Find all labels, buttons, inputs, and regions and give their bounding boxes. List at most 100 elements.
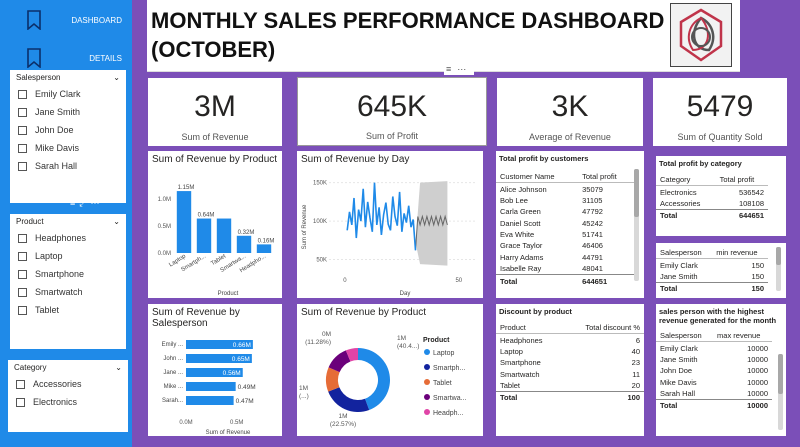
legend-marker [424, 364, 430, 370]
cell: 10000 [747, 366, 768, 376]
profit-by-customer-table: Customer Name Total profit Alice Johnson 3… [496, 171, 634, 287]
slicer-option[interactable]: Headphones [10, 229, 126, 247]
column-header[interactable]: min revenue [712, 247, 768, 260]
forecast-line [415, 214, 448, 251]
checkbox[interactable] [18, 143, 27, 153]
checkbox[interactable] [18, 125, 27, 135]
slicer-option[interactable]: Smartwatch [10, 283, 126, 301]
column-header[interactable]: Total discount % [562, 322, 644, 335]
y-tick-label: 150K [313, 181, 327, 187]
option-label: Jane Smith [35, 107, 81, 117]
chevron-down-icon[interactable]: ⌄ [113, 73, 120, 82]
table-row: Headphones 6 [496, 334, 644, 346]
column-header[interactable]: Total profit [715, 174, 768, 187]
column-header[interactable]: Customer Name [496, 171, 579, 184]
checkbox[interactable] [18, 287, 27, 297]
cell: 11 [632, 369, 640, 379]
checkbox[interactable] [18, 107, 27, 117]
cell: 6 [635, 335, 640, 345]
bar-salesperson [186, 340, 253, 349]
slicer-option[interactable]: Tablet [10, 301, 126, 319]
discount-by-product-table: Product Total discount % Headphones 6 Lapt… [496, 322, 644, 404]
checkbox[interactable] [18, 161, 27, 171]
cell: Total [496, 274, 579, 287]
legend-marker [424, 379, 430, 385]
chevron-down-icon[interactable]: ⌄ [115, 363, 122, 372]
y-tick-label: Sarah... [162, 398, 183, 404]
more-options-icon[interactable]: ⋯ [90, 198, 104, 208]
slicer-option[interactable]: Emily Clark [10, 85, 126, 103]
min-revenue-card: Salesperson min revenue Emily Clark 150 Ja… [656, 243, 786, 298]
nav-details[interactable]: DETAILS [0, 42, 132, 72]
cell: Electronics [660, 187, 697, 197]
kpi-value: 5479 [686, 90, 754, 123]
slice-label-value: 1M [397, 335, 406, 342]
slicer-option[interactable]: Smartphone [10, 265, 126, 283]
table-row: John Doe 10000 [656, 365, 772, 376]
table-header-row: Salesperson min revenue [656, 247, 768, 260]
cell: 23 [631, 358, 640, 368]
column-header[interactable]: Salesperson [656, 247, 713, 260]
checkbox[interactable] [18, 305, 27, 315]
kpi-label: Sum of Profit [365, 131, 419, 141]
kpi-value: 3M [194, 90, 236, 123]
column-header[interactable]: Category [656, 174, 716, 187]
y-tick-label: 50K [316, 257, 327, 263]
y-tick-label: Jane ... [163, 370, 183, 376]
checkbox[interactable] [18, 269, 27, 279]
checkbox[interactable] [18, 233, 27, 243]
cell: Eva White [500, 230, 535, 240]
slicer-option[interactable]: Jane Smith [10, 103, 126, 121]
filter-icon[interactable]: ≡ [70, 198, 80, 208]
option-label: Tablet [35, 305, 60, 315]
chart-title: Sum of Revenue by Product [301, 307, 427, 318]
checkbox[interactable] [16, 397, 25, 407]
column-header[interactable]: Product [496, 322, 563, 335]
x-tick-label: 0.0M [179, 420, 192, 426]
sidebar: DASHBOARD DETAILS Salesperson ⌄ Emily Cla… [0, 0, 132, 447]
nav-dashboard[interactable]: DASHBOARD [0, 4, 132, 34]
slicer-option[interactable]: Sarah Hall [10, 157, 126, 175]
bar-smartwa [236, 235, 252, 253]
donut-slice-headphones [345, 348, 358, 362]
chevron-down-icon[interactable]: ⌄ [113, 217, 120, 226]
revenue-by-product-donut-card: Sum of Revenue by Product Product 1M (40.… [297, 304, 483, 436]
slicer-option[interactable]: Electronics [8, 393, 128, 411]
table-row: Daniel Scott 45242 [496, 218, 634, 229]
vertical-scrollbar[interactable] [778, 354, 783, 430]
column-header[interactable]: max revenue [713, 330, 772, 343]
slicer-option[interactable]: Accessories [8, 375, 128, 393]
slicer-option[interactable]: John Doe [10, 121, 126, 139]
slicer-option[interactable]: Laptop [10, 247, 126, 265]
cell: 10000 [747, 354, 768, 364]
cell: Total [656, 282, 713, 295]
cell: 10000 [747, 377, 768, 387]
cell: 10000 [747, 343, 768, 353]
filter-icon[interactable]: ≡ [446, 64, 458, 74]
revenue-by-day-chart: Sum of Revenue Day 50K 100K 150K 0 50 [302, 181, 477, 297]
legend-label: Smartph... [433, 365, 465, 372]
category-slicer: Category ⌄ Accessories Electronics [6, 358, 130, 434]
kpi-card-revenue: 3M Sum of Revenue [148, 78, 282, 146]
data-label: 0.64M [198, 213, 215, 219]
cell: Alice Johnson [500, 184, 547, 194]
option-label: John Doe [35, 125, 74, 135]
data-label: 1.15M [178, 185, 195, 191]
data-label: 0.66M [233, 342, 251, 349]
vertical-scrollbar[interactable] [776, 247, 781, 291]
focus-mode-icon[interactable]: ⤢ [79, 198, 91, 208]
cell: Harry Adams [500, 252, 544, 262]
kpi-card-average-revenue: 3K Average of Revenue [497, 78, 643, 146]
checkbox[interactable] [18, 89, 27, 99]
slicer-option[interactable]: Mike Davis [10, 139, 126, 157]
option-label: Electronics [33, 397, 78, 407]
checkbox[interactable] [18, 251, 27, 261]
cell: John Doe [660, 366, 693, 376]
column-header[interactable]: Total profit [578, 171, 634, 184]
cell: Jane Smith [660, 271, 698, 281]
more-options-icon[interactable]: ⋯ [457, 64, 473, 74]
vertical-scrollbar[interactable] [634, 169, 639, 281]
column-header[interactable]: Salesperson [656, 330, 714, 343]
checkbox[interactable] [16, 379, 25, 389]
cell: Tablet [500, 381, 521, 391]
